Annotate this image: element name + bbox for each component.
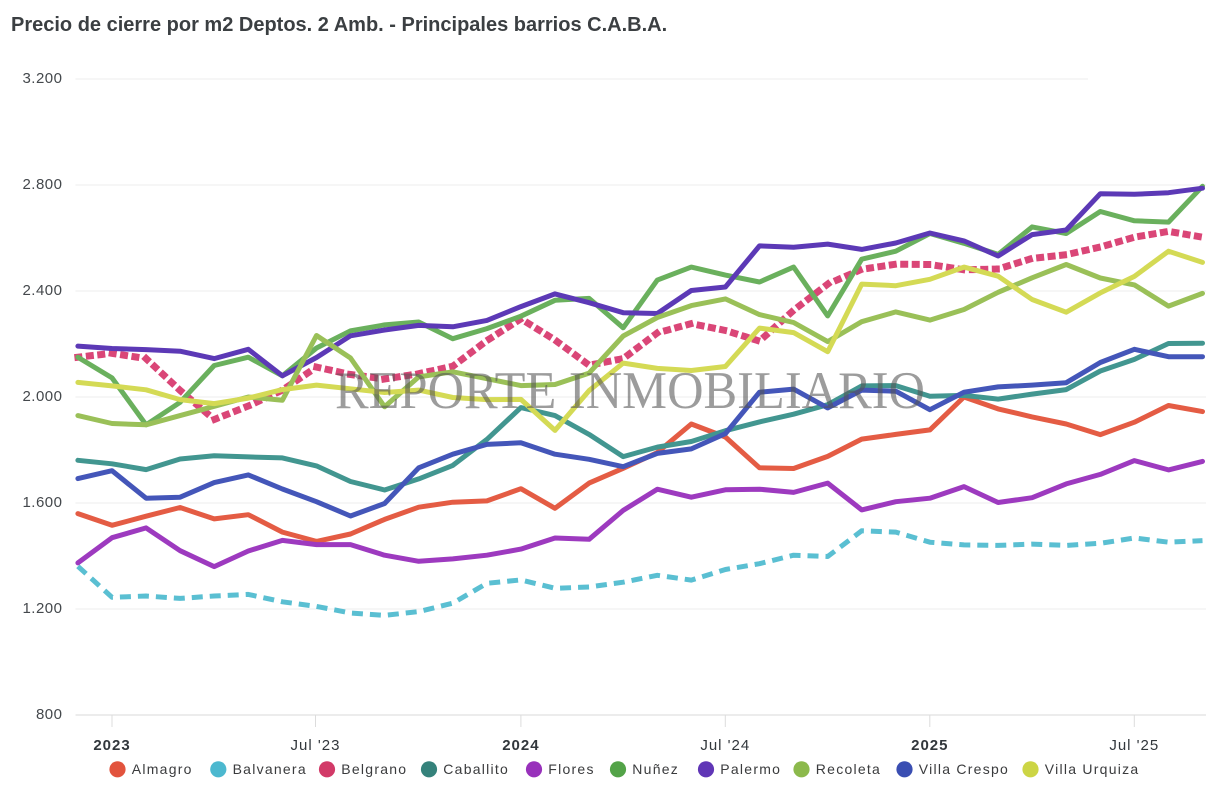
svg-text:2024: 2024 [502, 737, 539, 754]
svg-text:2023: 2023 [93, 737, 130, 754]
svg-text:Precio de cierre por m2 Deptos: Precio de cierre por m2 Deptos. 2 Amb. -… [11, 14, 667, 36]
svg-text:2025: 2025 [911, 737, 948, 754]
svg-text:Villa Urquiza: Villa Urquiza [1045, 761, 1140, 777]
svg-text:Flores: Flores [548, 761, 594, 777]
svg-text:2.400: 2.400 [22, 282, 62, 299]
svg-text:3.200: 3.200 [22, 70, 62, 87]
svg-text:Palermo: Palermo [720, 761, 781, 777]
svg-text:REPORTE INMOBILIARIO: REPORTE INMOBILIARIO [335, 362, 925, 420]
svg-text:Villa Crespo: Villa Crespo [919, 761, 1009, 777]
svg-text:Jul '24: Jul '24 [700, 737, 750, 754]
svg-text:Recoleta: Recoleta [816, 761, 881, 777]
svg-text:Jul '25: Jul '25 [1109, 737, 1159, 754]
svg-text:Balvanera: Balvanera [233, 761, 307, 777]
svg-text:Belgrano: Belgrano [341, 761, 407, 777]
svg-text:2.800: 2.800 [22, 176, 62, 193]
svg-text:1.200: 1.200 [22, 600, 62, 617]
svg-text:1.600: 1.600 [22, 494, 62, 511]
svg-text:Jul '23: Jul '23 [291, 737, 341, 754]
svg-text:Almagro: Almagro [132, 761, 193, 777]
svg-text:800: 800 [36, 706, 63, 723]
svg-text:2.000: 2.000 [22, 388, 62, 405]
svg-text:Nuñez: Nuñez [632, 761, 679, 777]
svg-text:Caballito: Caballito [443, 761, 509, 777]
